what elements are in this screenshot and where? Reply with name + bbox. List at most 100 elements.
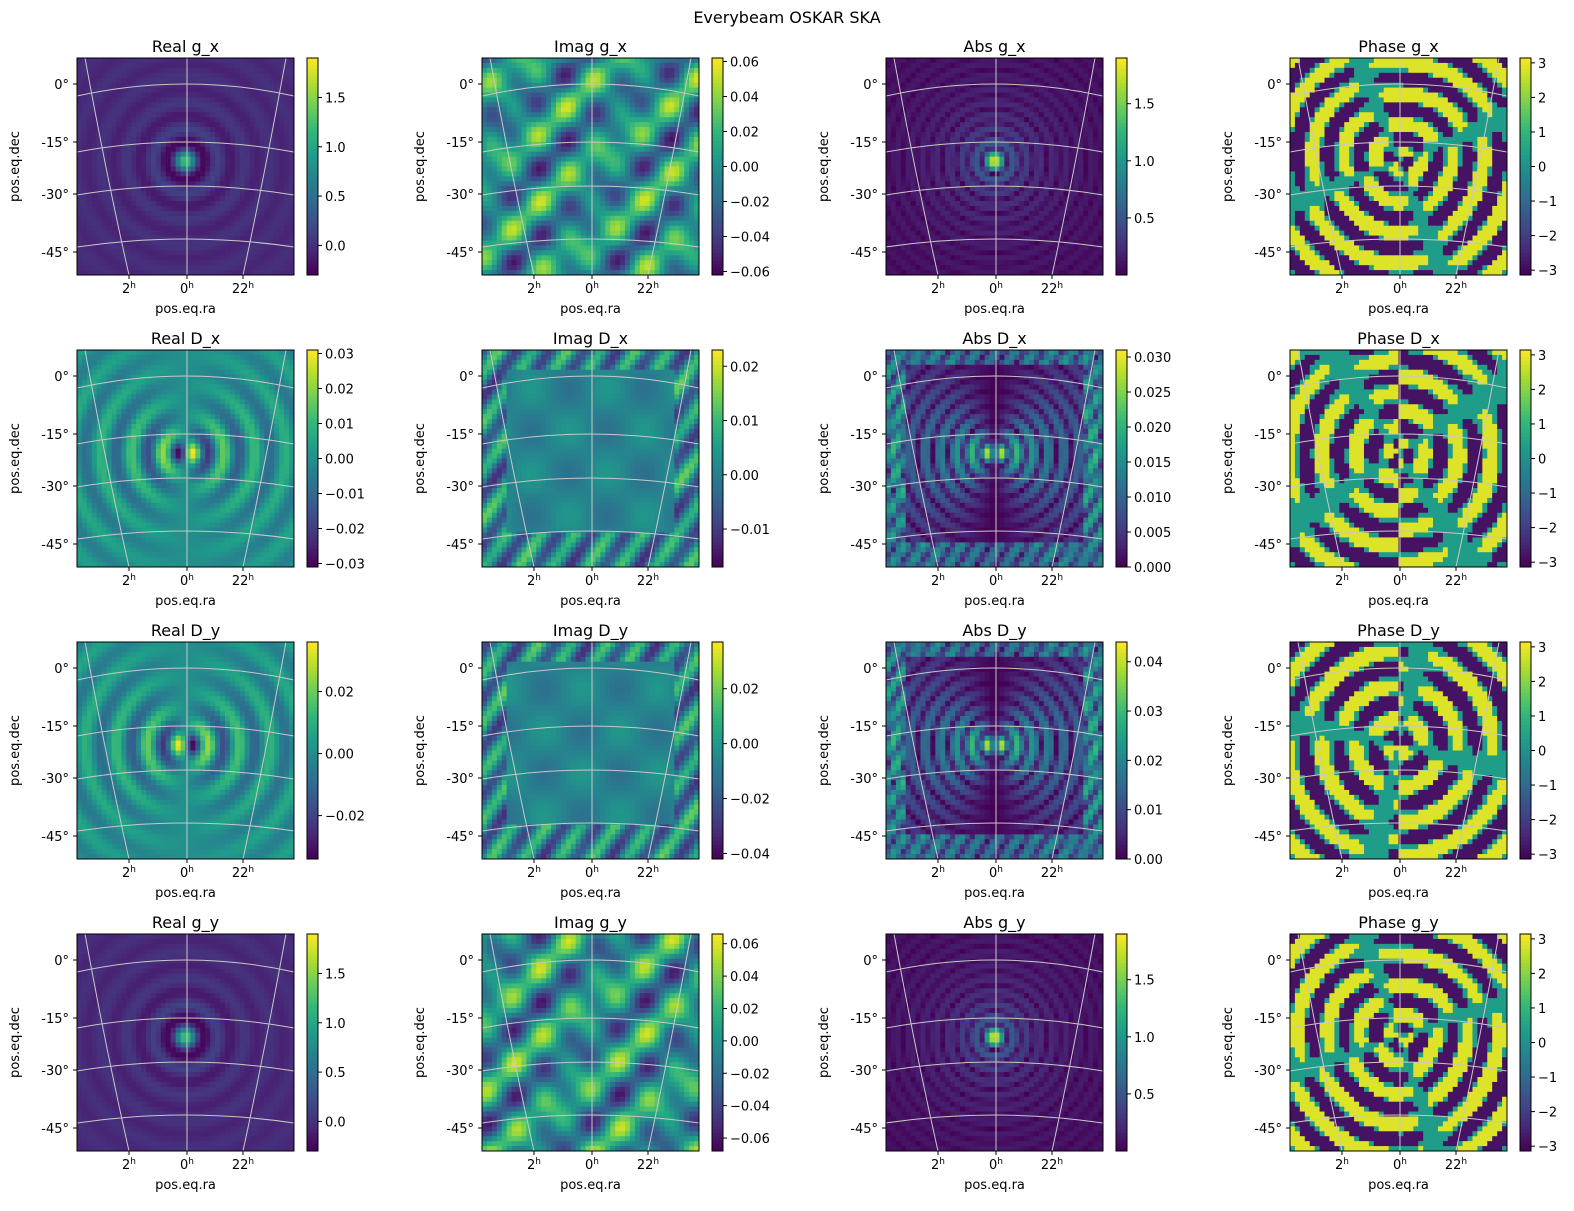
heatmap-cell xyxy=(166,147,171,152)
heatmap-cell xyxy=(141,171,146,176)
heatmap-cell xyxy=(205,122,210,127)
heatmap-cell xyxy=(205,167,210,172)
heatmap-cell xyxy=(141,97,146,102)
heatmap-cell xyxy=(186,83,191,88)
heatmap-cell xyxy=(200,152,205,157)
heatmap-cell xyxy=(77,181,82,186)
heatmap-cell xyxy=(92,181,97,186)
heatmap-cell xyxy=(82,196,87,201)
heatmap-cell xyxy=(166,245,171,250)
heatmap-cell xyxy=(190,186,195,191)
heatmap-cell xyxy=(161,236,166,241)
heatmap-cell xyxy=(92,206,97,211)
heatmap-cell xyxy=(215,132,220,137)
heatmap-cell xyxy=(181,226,186,231)
heatmap-cell xyxy=(87,117,92,122)
heatmap-cell xyxy=(190,83,195,88)
heatmap-cell xyxy=(176,73,181,78)
heatmap-cell xyxy=(205,147,210,152)
subplot-real-g_x: Real g_x0°-15°-30°-45°2h 0h 22hpos.eq.rapo… xyxy=(8,37,346,317)
heatmap-cell xyxy=(102,221,107,226)
heatmap-cell xyxy=(131,132,136,137)
heatmap-cell xyxy=(215,167,220,172)
heatmap-cell xyxy=(107,245,112,250)
heatmap-cell xyxy=(190,236,195,241)
heatmap-cell xyxy=(82,112,87,117)
heatmap-cell xyxy=(210,162,215,167)
heatmap-cell xyxy=(215,107,220,112)
heatmap-cell xyxy=(136,260,141,265)
heatmap-cell xyxy=(126,122,131,127)
heatmap-cell xyxy=(87,211,92,216)
heatmap-cell xyxy=(200,63,205,68)
heatmap-cell xyxy=(176,107,181,112)
heatmap-cell xyxy=(82,240,87,245)
heatmap-cell xyxy=(166,88,171,93)
heatmap-cell xyxy=(166,107,171,112)
heatmap-cell xyxy=(176,102,181,107)
heatmap-cell xyxy=(151,132,156,137)
heatmap-cell xyxy=(126,231,131,236)
heatmap-cell xyxy=(151,78,156,83)
heatmap-cell xyxy=(136,97,141,102)
heatmap-cell xyxy=(126,181,131,186)
heatmap-cell xyxy=(107,255,112,260)
heatmap-cell xyxy=(195,63,200,68)
heatmap-cell xyxy=(112,137,117,142)
heatmap-cell xyxy=(87,221,92,226)
heatmap-cell xyxy=(181,157,186,162)
heatmap-cell xyxy=(141,176,146,181)
heatmap-cell xyxy=(161,93,166,98)
heatmap-cell xyxy=(116,201,121,206)
heatmap-cell xyxy=(131,186,136,191)
heatmap-cell xyxy=(112,167,117,172)
heatmap-cell xyxy=(97,167,102,172)
heatmap-cell xyxy=(97,211,102,216)
heatmap-cell xyxy=(112,250,117,255)
heatmap-cell xyxy=(77,206,82,211)
heatmap-cell xyxy=(195,132,200,137)
heatmap-cell xyxy=(141,250,146,255)
heatmap-cell xyxy=(161,245,166,250)
heatmap-cell xyxy=(195,250,200,255)
heatmap-cell xyxy=(136,181,141,186)
heatmap-cell xyxy=(112,181,117,186)
heatmap-cell xyxy=(195,186,200,191)
heatmap-cell xyxy=(176,260,181,265)
heatmap-cell xyxy=(77,112,82,117)
heatmap-cell xyxy=(102,250,107,255)
heatmap-cell xyxy=(186,73,191,78)
heatmap-cell xyxy=(151,201,156,206)
heatmap-cell xyxy=(200,176,205,181)
heatmap-cell xyxy=(171,176,176,181)
heatmap-cell xyxy=(116,97,121,102)
heatmap-cell xyxy=(131,245,136,250)
heatmap-cell xyxy=(102,142,107,147)
heatmap-cell xyxy=(156,265,161,270)
heatmap-cell xyxy=(205,176,210,181)
heatmap-cell xyxy=(126,171,131,176)
heatmap-cell xyxy=(190,162,195,167)
heatmap-cell xyxy=(210,122,215,127)
heatmap-cell xyxy=(82,231,87,236)
heatmap-cell xyxy=(146,147,151,152)
heatmap-cell xyxy=(205,236,210,241)
heatmap-cell xyxy=(205,255,210,260)
heatmap-cell xyxy=(176,112,181,117)
heatmap-cell xyxy=(195,201,200,206)
heatmap-cell xyxy=(186,68,191,73)
heatmap-cell xyxy=(166,162,171,167)
heatmap-cell xyxy=(171,167,176,172)
heatmap-cell xyxy=(151,245,156,250)
heatmap-cell xyxy=(171,191,176,196)
heatmap-cell xyxy=(126,226,131,231)
heatmap-cell xyxy=(161,102,166,107)
heatmap-cell xyxy=(116,137,121,142)
heatmap-cell xyxy=(171,132,176,137)
heatmap-cell xyxy=(166,73,171,78)
heatmap-cell xyxy=(210,58,215,63)
heatmap-cell xyxy=(131,102,136,107)
heatmap-cell xyxy=(141,58,146,63)
heatmap-cell xyxy=(136,265,141,270)
heatmap-cell xyxy=(92,122,97,127)
